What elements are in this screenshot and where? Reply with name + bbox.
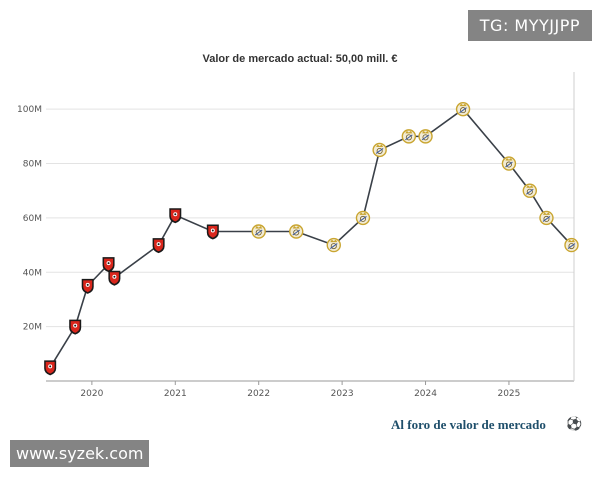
- axis-frame: [46, 72, 575, 382]
- data-point-real-madrid-crest[interactable]: [355, 210, 371, 226]
- data-point-rennes-crest[interactable]: [152, 238, 165, 254]
- data-point-rennes-crest[interactable]: [81, 278, 94, 294]
- x-tick-label: 2020: [80, 389, 103, 399]
- data-point-real-madrid-crest[interactable]: [401, 129, 417, 144]
- x-tick-label: 2024: [414, 389, 437, 399]
- data-point-rennes-crest[interactable]: [206, 224, 219, 240]
- data-point-rennes-crest[interactable]: [69, 319, 82, 335]
- grid-lines: [46, 108, 574, 328]
- forum-icon[interactable]: ⚽: [566, 416, 583, 431]
- data-point-real-madrid-crest[interactable]: [455, 101, 471, 117]
- data-point-rennes-crest[interactable]: [169, 208, 182, 224]
- x-tick-label: 2022: [247, 389, 270, 399]
- y-tick-label: 60M: [23, 214, 42, 224]
- market-value-forum-link[interactable]: Al foro de valor de mercado: [391, 417, 546, 432]
- chart-title: Valor de mercado actual: 50,00 mill. €: [202, 53, 398, 65]
- data-point-real-madrid-crest[interactable]: [418, 129, 433, 144]
- y-tick-label: 40M: [23, 268, 42, 278]
- data-point-real-madrid-crest[interactable]: [522, 183, 537, 198]
- y-tick-label: 100M: [17, 105, 42, 115]
- data-point-rennes-crest[interactable]: [108, 270, 121, 286]
- series-line: [49, 108, 573, 368]
- data-point-real-madrid-crest[interactable]: [501, 156, 517, 171]
- x-tick-label: 2021: [164, 389, 187, 399]
- data-point-real-madrid-crest[interactable]: [539, 210, 554, 226]
- x-axis-ticks: 2020 2021 2022 2023 2024 2025: [80, 381, 520, 399]
- data-point-real-madrid-crest[interactable]: [564, 237, 579, 253]
- x-tick-label: 2025: [497, 389, 520, 399]
- y-axis-ticks: 20M 40M 60M 80M 100M: [17, 105, 42, 332]
- data-point-rennes-crest[interactable]: [44, 360, 57, 376]
- y-tick-label: 20M: [23, 323, 42, 333]
- data-point-rennes-crest[interactable]: [102, 257, 115, 273]
- data-point-real-madrid-crest[interactable]: [326, 237, 341, 253]
- y-tick-label: 80M: [23, 160, 42, 170]
- market-value-line: [49, 108, 573, 368]
- data-point-real-madrid-crest[interactable]: [289, 224, 304, 239]
- watermark-bottom-left: www.syzek.com: [10, 440, 150, 467]
- x-tick-label: 2023: [331, 389, 354, 399]
- series-points: [44, 101, 579, 376]
- data-point-real-madrid-crest[interactable]: [251, 224, 266, 239]
- data-point-real-madrid-crest[interactable]: [372, 142, 387, 158]
- watermark-top-right: TG: MYYJJPP: [467, 10, 592, 41]
